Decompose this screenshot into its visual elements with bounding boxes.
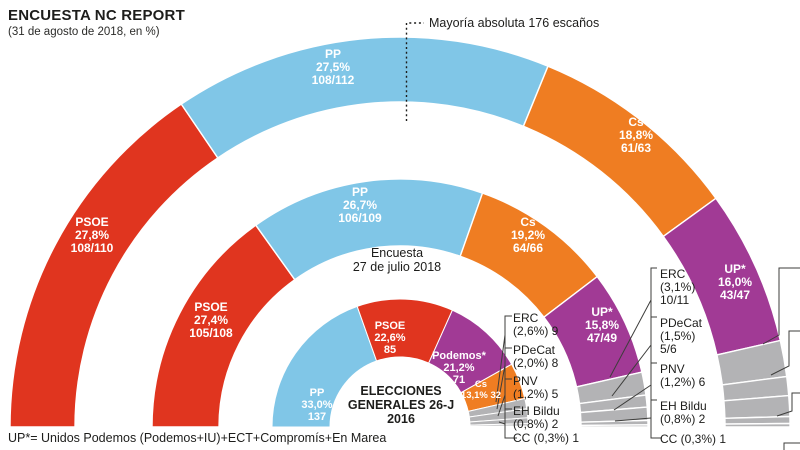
callout-line: EH Bildu: [660, 399, 707, 413]
callout-poll_julio-erc: ERC (3,1%) 10/11: [660, 268, 695, 307]
callout-line: PDeCat: [513, 343, 556, 357]
callout-line: ERC: [660, 267, 686, 281]
arc-label-poll-31-agosto-pp: PP 27,5% 108/112: [312, 47, 355, 87]
callout-line: PDeCat: [660, 316, 703, 330]
arc-label-elecciones-2016-podemos: Podemos* 21,2% 71: [432, 350, 487, 386]
callout-poll_julio-cc031: CC (0,3%) 1: [660, 433, 726, 446]
callout-poll_julio-pnv: PNV (1,2%) 6: [660, 363, 705, 389]
majority-dotted-line: [405, 22, 424, 121]
callout-line: 10/11: [660, 293, 690, 307]
arc-label-elecciones-2016-cs: Cs 13,1% 32: [461, 379, 501, 401]
callout-line: CC (0,3%) 1: [513, 431, 580, 445]
callout-leaders-2016: [495, 334, 506, 425]
center-label-line: 2016: [387, 412, 415, 426]
ring-middle-center-label: Encuesta 27 de julio 2018: [317, 246, 477, 274]
callout-poll_julio-ehbildu: EH Bildu (0,8%) 2: [660, 400, 707, 426]
center-label-line: GENERALES 26-J: [347, 398, 455, 412]
footnote: UP*= Unidos Podemos (Podemos+IU)+ECT+Com…: [8, 431, 387, 445]
callout-bracket-2016: [504, 315, 517, 439]
callout-line: (0,8%) 2: [513, 417, 559, 431]
page-title: ENCUESTA NC REPORT: [8, 7, 185, 24]
center-label-line: Encuesta: [370, 246, 424, 260]
callout-line: (2,6%) 9: [513, 324, 559, 338]
arc-label-poll-27-julio-psoe: PSOE 27,4% 105/108: [189, 300, 233, 340]
ring-inner-center-label: ELECCIONES GENERALES 26-J 2016: [321, 384, 481, 426]
callout-line: PNV: [513, 374, 538, 388]
majority-label: Mayoría absoluta 176 escaños: [429, 16, 600, 30]
arc-label-poll-27-julio-up: UP* 15,8% 47/49: [585, 305, 619, 345]
segment-poll-31-agosto-cs: [522, 65, 717, 238]
segment-poll-31-agosto-pp: [180, 36, 549, 159]
arc-label-elecciones-2016-psoe: PSOE 22,6% 85: [374, 320, 405, 356]
arc-label-poll-31-agosto-up: UP* 16,0% 43/47: [718, 262, 752, 302]
center-label-line: ELECCIONES: [360, 384, 442, 398]
callout-line: 5/6: [660, 342, 677, 356]
callout-election_2016-cc031: CC (0,3%) 1: [513, 432, 579, 445]
callout-line: (1,2%) 6: [660, 375, 706, 389]
callout-line: PNV: [660, 362, 685, 376]
callout-line: (2,0%) 8: [513, 356, 559, 370]
callout-poll_julio-pdecat: PDeCat (1,5%) 5/6: [660, 317, 702, 356]
callout-election_2016-erc: ERC (2,6%) 9: [513, 312, 558, 338]
arc-label-poll-27-julio-cs: Cs 19,2% 64/66: [511, 215, 545, 255]
callout-line: (1,5%): [660, 329, 696, 343]
callout-line: EH Bildu: [513, 404, 560, 418]
arc-label-elecciones-2016-pp: PP 33,0% 137: [301, 387, 332, 423]
segment-elecciones-2016-cc: [469, 425, 529, 428]
arc-label-poll-31-agosto-cs: Cs 18,8% 61/63: [619, 115, 653, 155]
callout-line: (0,8%) 2: [660, 412, 706, 426]
callout-line: (1,2%) 5: [513, 387, 559, 401]
callout-leaders-julio: [609, 299, 652, 422]
callout-line: ERC: [513, 311, 539, 325]
callout-bracket-julio: [650, 267, 662, 439]
callout-election_2016-pdecat: PDeCat (2,0%) 8: [513, 344, 558, 370]
segment-poll-27-julio-cc: [580, 424, 649, 428]
arc-label-poll-31-agosto-psoe: PSOE 27,8% 108/110: [71, 215, 114, 255]
callout-bracket-agosto-cutoff: [762, 267, 800, 450]
callout-election_2016-ehbildu: EH Bildu (0,8%) 2: [513, 405, 560, 431]
callout-election_2016-pnv: PNV (1,2%) 5: [513, 375, 558, 401]
callout-line: (3,1%): [660, 280, 696, 294]
page-subtitle: (31 de agosto de 2018, en %): [8, 26, 160, 38]
arc-label-poll-27-julio-pp: PP 26,7% 106/109: [338, 185, 382, 225]
segment-poll-31-agosto-cc: [724, 422, 791, 428]
callout-line: CC (0,3%) 1: [660, 432, 727, 446]
center-label-line: 27 de julio 2018: [352, 259, 442, 274]
